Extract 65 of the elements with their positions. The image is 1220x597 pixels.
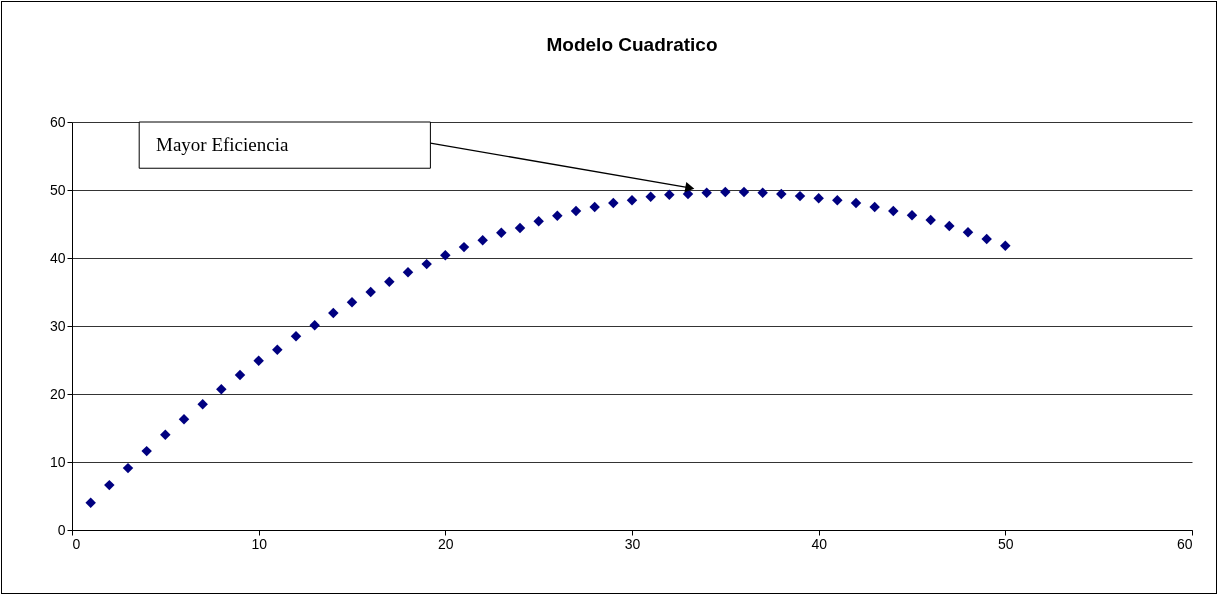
y-tick-label: 0	[57, 521, 66, 538]
point	[645, 191, 656, 203]
point	[832, 194, 843, 206]
point	[328, 307, 339, 319]
point	[477, 235, 488, 246]
point	[664, 189, 675, 200]
point	[104, 479, 115, 491]
point	[290, 330, 302, 342]
point	[608, 197, 619, 209]
point	[533, 216, 544, 227]
point	[402, 267, 414, 278]
x-tick-label: 20	[438, 535, 454, 552]
point	[626, 194, 638, 206]
point	[701, 187, 712, 198]
point	[981, 233, 992, 245]
point	[514, 222, 526, 234]
x-tick-label: 60	[1176, 535, 1193, 552]
point	[197, 398, 208, 410]
point	[850, 197, 862, 209]
point	[216, 384, 227, 395]
x-tick-label: 10	[251, 535, 268, 552]
point	[384, 276, 395, 288]
y-tick-label: 50	[49, 181, 66, 198]
point	[570, 205, 582, 217]
point	[794, 190, 806, 202]
point	[309, 320, 320, 331]
point	[962, 226, 974, 238]
x-tick-label: 30	[624, 535, 641, 552]
point	[440, 250, 451, 261]
x-tick-label: 50	[998, 535, 1014, 552]
point	[589, 201, 600, 213]
point	[869, 201, 880, 213]
point	[496, 227, 507, 239]
point	[122, 462, 134, 474]
point	[421, 258, 432, 270]
point	[738, 186, 750, 198]
chart-title: Modelo Cuadratico	[546, 34, 718, 55]
point	[813, 192, 824, 204]
point	[1000, 240, 1011, 251]
point	[757, 187, 768, 198]
point	[141, 445, 152, 457]
annotation: Mayor Eficiencia	[156, 134, 289, 156]
point	[85, 497, 96, 509]
point	[776, 188, 787, 200]
x-tick-label: 0	[72, 535, 81, 552]
point	[888, 205, 899, 217]
point	[365, 286, 376, 298]
point	[272, 344, 283, 356]
point	[160, 429, 171, 441]
y-tick-label: 60	[49, 113, 66, 130]
y-tick-label: 30	[49, 317, 66, 334]
point	[720, 186, 731, 198]
y-tick-label: 10	[49, 453, 66, 470]
point	[234, 369, 246, 381]
point	[906, 209, 918, 221]
point	[346, 296, 358, 308]
y-tick-label: 20	[49, 385, 66, 402]
point	[458, 241, 470, 253]
point	[552, 210, 563, 222]
x-tick-label: 40	[811, 535, 828, 552]
point	[925, 214, 936, 226]
point	[178, 413, 190, 425]
point	[253, 355, 264, 366]
point	[944, 220, 955, 232]
y-tick-label: 40	[49, 249, 66, 266]
